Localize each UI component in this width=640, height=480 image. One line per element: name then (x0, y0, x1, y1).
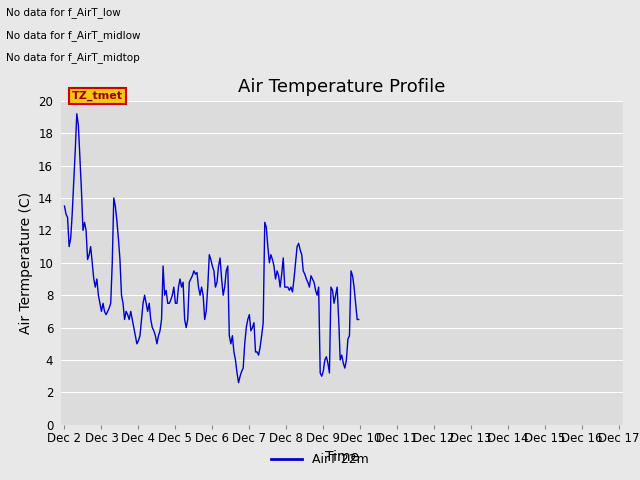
Text: No data for f_AirT_midtop: No data for f_AirT_midtop (6, 52, 140, 63)
Title: Air Temperature Profile: Air Temperature Profile (238, 78, 445, 96)
X-axis label: Time: Time (324, 450, 359, 464)
Text: TZ_tmet: TZ_tmet (72, 91, 123, 101)
Text: No data for f_AirT_low: No data for f_AirT_low (6, 7, 121, 18)
Y-axis label: Air Termperature (C): Air Termperature (C) (19, 192, 33, 334)
Text: No data for f_AirT_midlow: No data for f_AirT_midlow (6, 30, 141, 41)
Legend: AirT 22m: AirT 22m (266, 448, 374, 471)
